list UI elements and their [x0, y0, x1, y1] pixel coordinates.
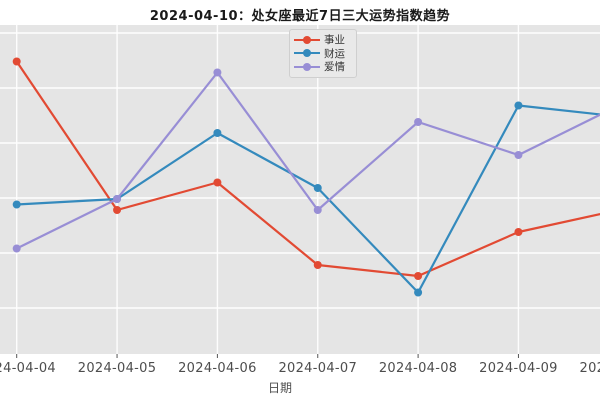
data-point-marker — [12, 200, 21, 209]
data-point-marker — [414, 288, 423, 297]
data-point-marker — [12, 57, 21, 66]
series-line — [16, 71, 600, 250]
series-line — [15, 60, 600, 278]
x-tick-label: 2024-04-07 — [278, 361, 358, 376]
x-tick-label: 2024-04-08 — [378, 361, 458, 376]
data-point-marker — [414, 118, 423, 126]
data-point-marker — [213, 129, 222, 137]
data-point-marker — [313, 206, 322, 214]
legend-item: 财运 — [294, 47, 356, 61]
legend-label: 财运 — [324, 47, 345, 60]
legend-label: 事业 — [324, 34, 345, 47]
data-point-marker — [12, 244, 21, 253]
data-point-marker — [514, 101, 523, 110]
data-point-marker — [514, 228, 523, 236]
x-tick-label: 2024-04-09 — [479, 361, 558, 376]
data-point-marker — [113, 195, 122, 203]
chart-title: 2024-04-10：处女座最近7日三大运势指数趋势 — [149, 9, 451, 24]
legend-label: 爱情 — [324, 61, 345, 74]
data-point-marker — [313, 261, 322, 269]
x-tick-label: 2024-04-10 — [579, 361, 600, 376]
legend-line-dot-icon — [294, 49, 320, 58]
legend: 事业 财运 爱情 — [289, 29, 357, 78]
data-point-marker — [313, 184, 322, 192]
data-point-marker — [213, 178, 222, 187]
series-line — [16, 104, 600, 294]
x-tick-label: 2024-04-04 — [0, 361, 56, 376]
x-tick-label: 2024-04-06 — [178, 361, 257, 376]
legend-line-dot-icon — [294, 35, 320, 44]
data-point-marker — [414, 272, 423, 280]
legend-item: 事业 — [294, 33, 356, 47]
data-point-marker — [213, 68, 222, 77]
data-point-marker — [514, 151, 523, 159]
legend-line-dot-icon — [294, 62, 320, 71]
x-tick-label: 2024-04-05 — [77, 361, 157, 376]
data-point-marker — [113, 206, 122, 214]
plot-area — [0, 25, 600, 354]
x-axis-title: 日期 — [267, 381, 293, 395]
legend-item: 爱情 — [294, 60, 356, 74]
